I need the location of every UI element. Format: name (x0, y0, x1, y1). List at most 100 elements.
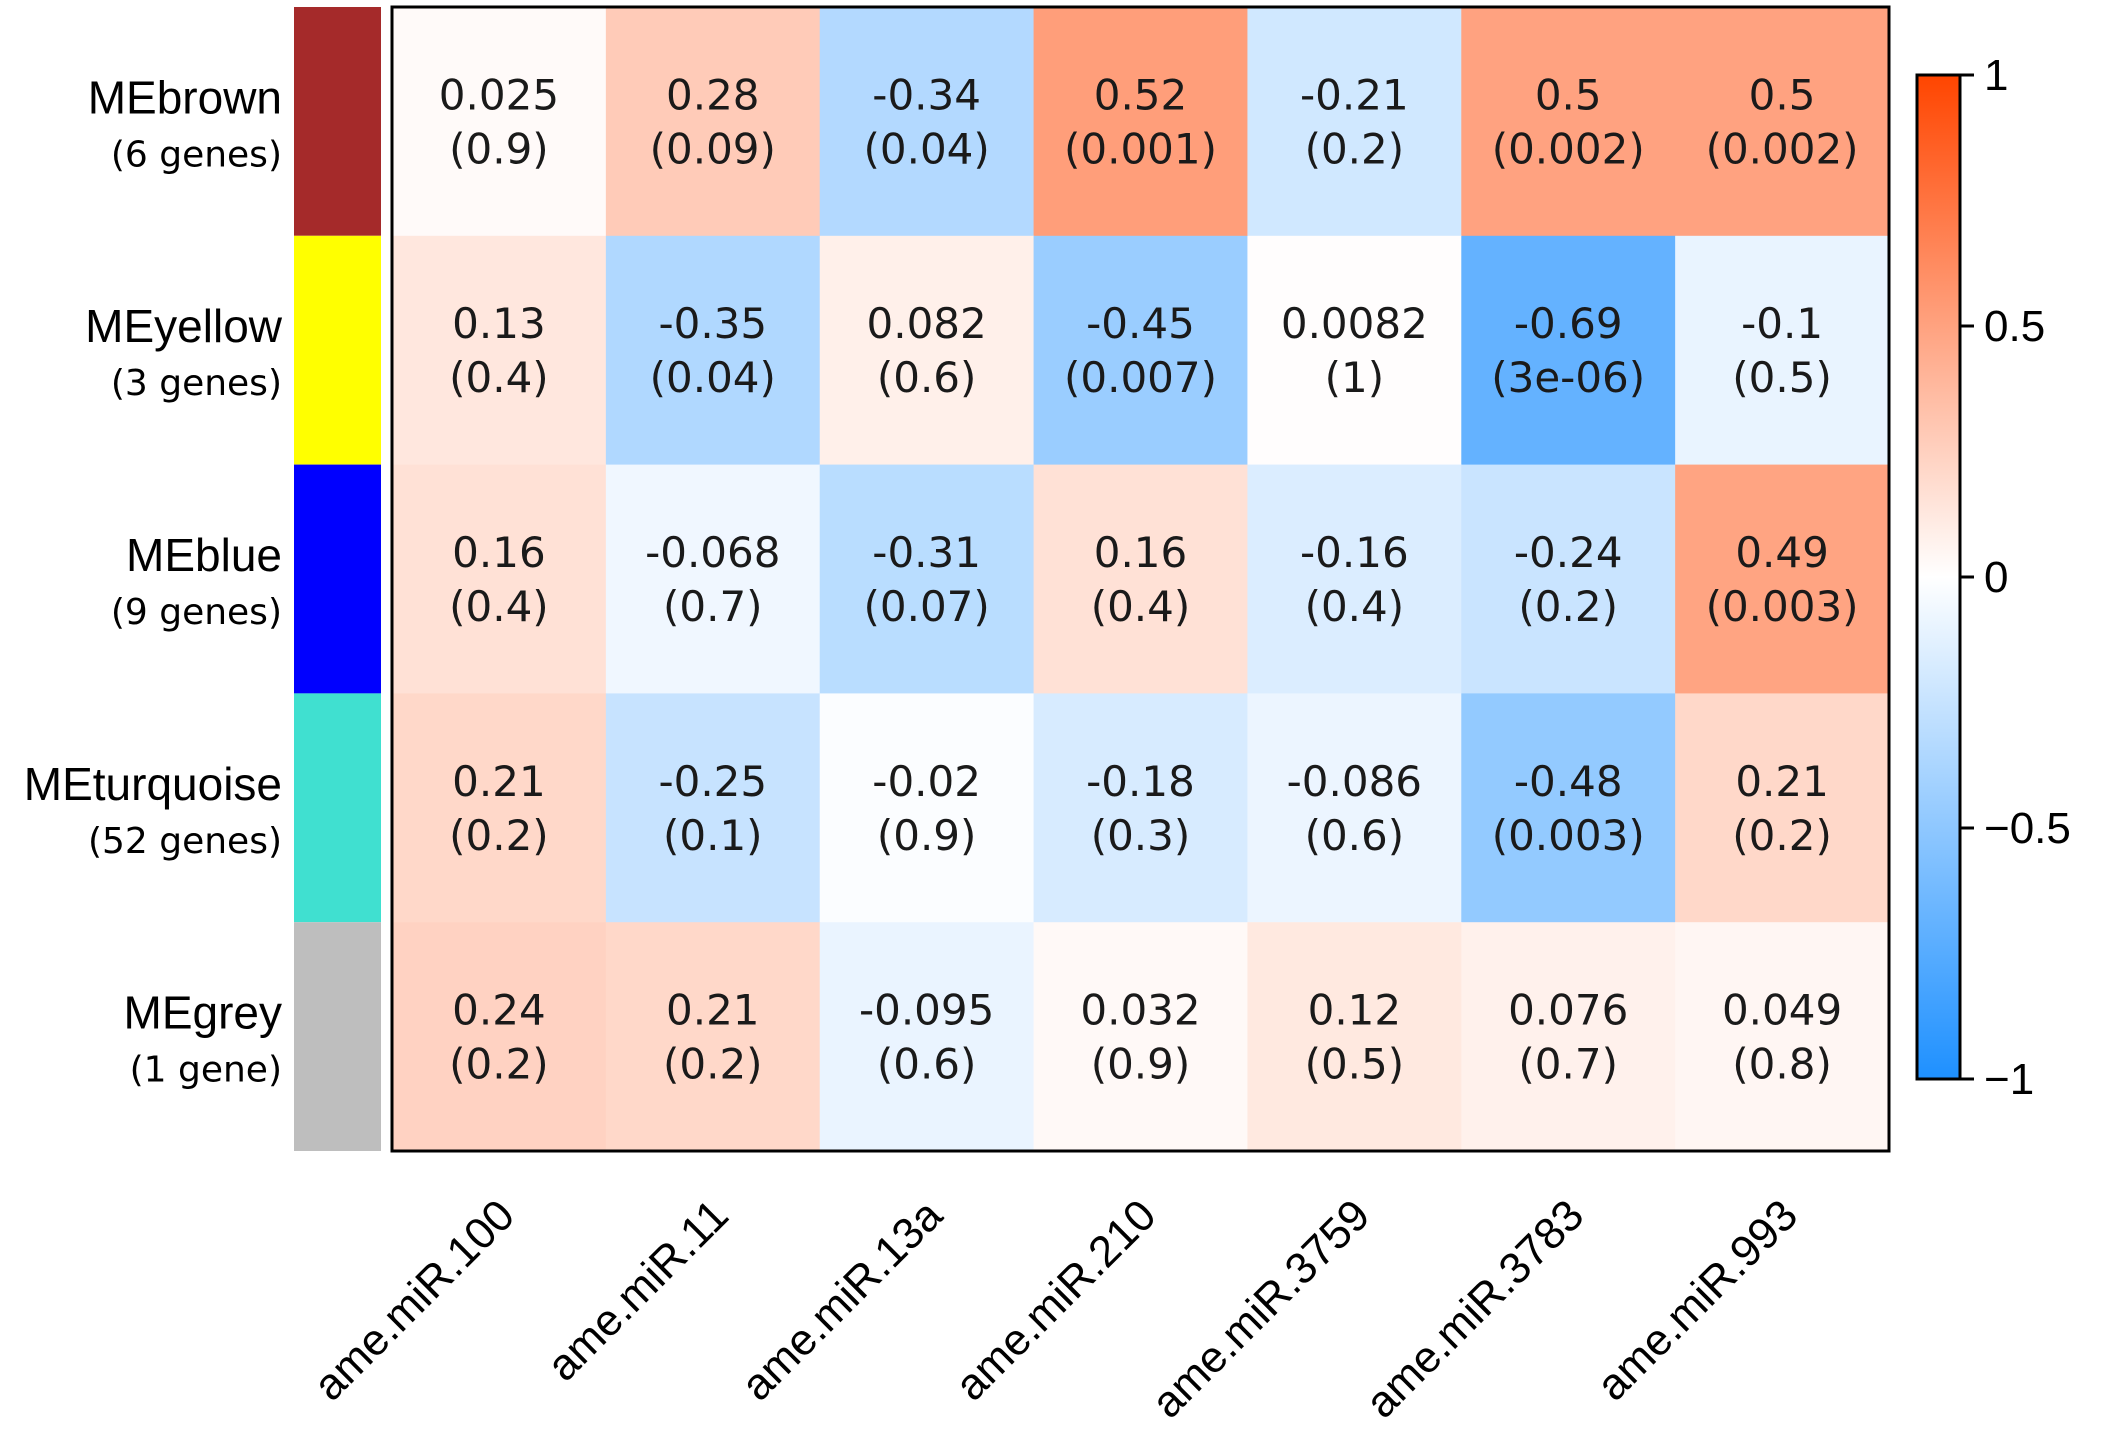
cell-pvalue: (0.7) (663, 582, 763, 631)
cell-value: -0.25 (658, 757, 767, 806)
cell-pvalue: (0.007) (1064, 353, 1217, 402)
cell-value: 0.5 (1749, 70, 1816, 119)
cell-value: 0.13 (452, 299, 546, 348)
module-color-bar (294, 465, 381, 694)
heatmap-cell (1247, 7, 1461, 236)
heatmap-cell (1675, 922, 1889, 1151)
heatmap-cell (606, 236, 820, 465)
cell-pvalue: (0.2) (1732, 811, 1832, 860)
cell-pvalue: (0.09) (650, 124, 776, 173)
heatmap-cell (1461, 693, 1675, 922)
heatmap-cell (1034, 465, 1248, 694)
cell-value: -0.086 (1287, 757, 1422, 806)
cell-pvalue: (0.5) (1732, 353, 1832, 402)
heatmap-cell (1675, 7, 1889, 236)
heatmap-cell (1675, 693, 1889, 922)
cell-value: 0.16 (1094, 528, 1188, 577)
heatmap-cell (820, 7, 1034, 236)
cell-pvalue: (0.2) (449, 811, 549, 860)
column-label: ame.miR.993 (1587, 1190, 1807, 1410)
cell-value: -0.095 (859, 986, 994, 1035)
colorbar-tick-label: −0.5 (1984, 804, 2071, 853)
cell-pvalue: (0.001) (1064, 124, 1217, 173)
heatmap-cell (1247, 236, 1461, 465)
cell-value: -0.21 (1300, 70, 1409, 119)
cell-pvalue: (0.4) (1091, 582, 1191, 631)
cell-pvalue: (0.04) (863, 124, 989, 173)
heatmap-cell (1247, 465, 1461, 694)
row-gene-count: (1 gene) (130, 1050, 282, 1091)
heatmap-cell (606, 7, 820, 236)
cell-pvalue: (0.002) (1492, 124, 1645, 173)
heatmap-cell (820, 465, 1034, 694)
cell-pvalue: (0.2) (449, 1040, 549, 1089)
cell-value: -0.69 (1514, 299, 1623, 348)
row-label: MEgrey (124, 987, 282, 1039)
cell-value: -0.48 (1514, 757, 1623, 806)
module-color-bar (294, 236, 381, 465)
cell-value: 0.12 (1308, 986, 1402, 1035)
cell-pvalue: (0.8) (1732, 1040, 1832, 1089)
cell-value: -0.068 (645, 528, 780, 577)
colorbar-tick-label: −1 (1984, 1055, 2034, 1104)
heatmap-cell (1461, 236, 1675, 465)
colorbar-tick-label: 0.5 (1984, 302, 2045, 351)
cell-value: 0.16 (452, 528, 546, 577)
cell-pvalue: (0.4) (449, 353, 549, 402)
heatmap-cell (606, 693, 820, 922)
heatmap-cell (392, 7, 606, 236)
module-color-bar (294, 693, 381, 922)
heatmap-cell (1034, 7, 1248, 236)
heatmap-cell (392, 693, 606, 922)
cell-value: 0.24 (452, 986, 546, 1035)
heatmap-cell (1034, 922, 1248, 1151)
cell-value: 0.52 (1094, 70, 1188, 119)
heatmap-cell (1461, 922, 1675, 1151)
row-gene-count: (9 genes) (111, 592, 282, 633)
heatmap-cell (392, 922, 606, 1151)
cell-pvalue: (0.4) (449, 582, 549, 631)
cell-value: -0.18 (1086, 757, 1195, 806)
cell-pvalue: (3e-06) (1491, 353, 1645, 402)
heatmap-cell (1461, 7, 1675, 236)
row-label: MEblue (126, 529, 282, 581)
cell-pvalue: (0.07) (863, 582, 989, 631)
heatmap-cell (1034, 236, 1248, 465)
heatmap-cell (392, 465, 606, 694)
cell-pvalue: (0.04) (650, 353, 776, 402)
heatmap-cell (1675, 236, 1889, 465)
column-label: ame.miR.11 (538, 1190, 738, 1390)
cell-pvalue: (1) (1325, 353, 1385, 402)
heatmap-cell (606, 922, 820, 1151)
cell-pvalue: (0.3) (1091, 811, 1191, 860)
heatmap-cell (820, 693, 1034, 922)
column-label: ame.miR.3783 (1356, 1190, 1593, 1427)
cell-pvalue: (0.2) (1518, 582, 1618, 631)
column-label: ame.miR.13a (732, 1190, 952, 1410)
column-label: ame.miR.3759 (1142, 1190, 1379, 1427)
row-gene-count: (52 genes) (88, 821, 282, 862)
cell-value: 0.049 (1722, 986, 1842, 1035)
module-color-bar (294, 7, 381, 236)
cell-pvalue: (0.002) (1706, 124, 1859, 173)
colorbar-tick-label: 0 (1984, 553, 2008, 602)
row-gene-count: (3 genes) (111, 363, 282, 404)
row-label: MEyellow (85, 300, 283, 352)
cell-value: 0.032 (1080, 986, 1200, 1035)
colorbar-gradient (1917, 75, 1960, 1079)
colorbar: 1 0.5 0 −0.5 −1 (1917, 51, 2071, 1104)
heatmap-cells: 0.025 (0.9) 0.28 (0.09) -0.34 (0.04) 0.52 (0.00… (392, 7, 1890, 1152)
cell-value: 0.0082 (1281, 299, 1428, 348)
heatmap-cell (820, 236, 1034, 465)
cell-pvalue: (0.9) (1091, 1040, 1191, 1089)
cell-pvalue: (0.4) (1305, 582, 1405, 631)
cell-pvalue: (0.1) (663, 811, 763, 860)
colorbar-tick-label: 1 (1984, 51, 2008, 100)
column-label: ame.miR.100 (304, 1190, 524, 1410)
cell-pvalue: (0.7) (1518, 1040, 1618, 1089)
cell-pvalue: (0.2) (1305, 124, 1405, 173)
module-trait-heatmap: MEbrown(6 genes)MEyellow(3 genes)MEblue(… (0, 0, 2101, 1451)
row-labels: MEbrown (6 genes) MEyellow (3 genes) MEblue (… (24, 71, 283, 1090)
row-gene-count: (6 genes) (111, 134, 282, 175)
